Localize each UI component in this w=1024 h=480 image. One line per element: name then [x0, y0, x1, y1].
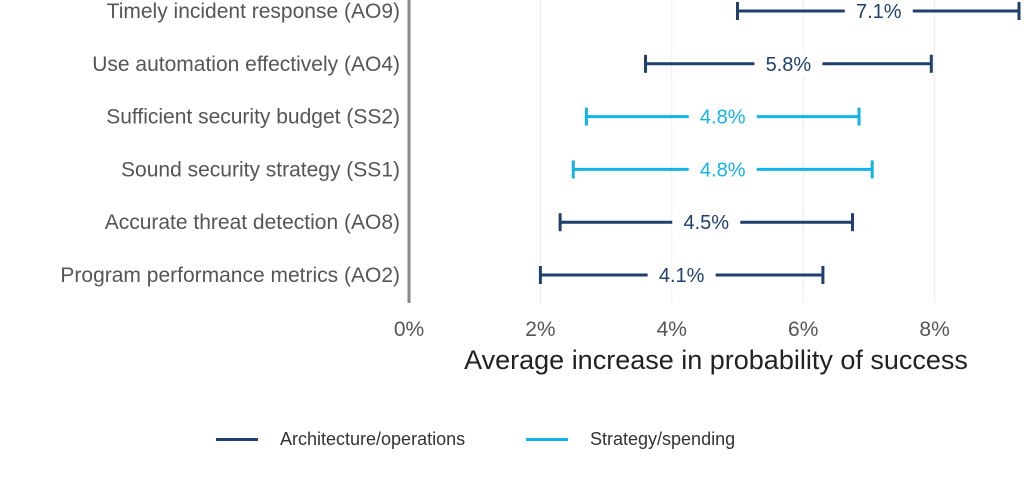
value-label-bg-3 — [688, 156, 757, 183]
value-label-bg-4 — [672, 209, 741, 236]
category-label-3: Sound security strategy (SS1) — [121, 158, 400, 181]
legend-item-strategy: Strategy/spending — [526, 424, 735, 454]
x-axis-title: Average increase in probability of succe… — [464, 345, 968, 375]
category-label-2: Sufficient security budget (SS2) — [106, 106, 400, 129]
category-label-4: Accurate threat detection (AO8) — [105, 211, 400, 234]
value-label-1: 5.8% — [766, 54, 812, 76]
value-label-0: 7.1% — [856, 1, 902, 23]
legend-swatch-strategy — [526, 437, 568, 441]
value-label-2: 4.8% — [700, 107, 746, 129]
x-tick-label-2: 4% — [657, 318, 687, 341]
value-label-bg-0 — [844, 0, 913, 24]
x-tick-label-0: 0% — [394, 318, 424, 341]
value-label-bg-5 — [647, 262, 716, 288]
category-label-5: Program performance metrics (AO2) — [60, 264, 400, 287]
x-tick-label-1: 2% — [525, 318, 555, 341]
legend-swatch-architecture — [216, 437, 258, 441]
legend-label-strategy: Strategy/spending — [590, 428, 736, 449]
legend-item-architecture: Architecture/operations — [216, 424, 465, 454]
interval-chart: 0% 2% 4% 6% 8% Average increase in probabilit… — [60, 0, 1021, 375]
category-label-1: Use automation effectively (AO4) — [92, 53, 400, 76]
value-label-bg-2 — [688, 103, 757, 130]
value-label-4: 4.5% — [683, 212, 729, 234]
x-tick-label-3: 6% — [788, 318, 818, 341]
category-label-0: Timely incident response (AO9) — [107, 0, 400, 23]
value-label-bg-1 — [754, 50, 823, 77]
legend-label-architecture: Architecture/operations — [280, 428, 466, 449]
value-label-5: 4.1% — [659, 265, 705, 287]
value-label-3: 4.8% — [700, 159, 746, 181]
legend: Architecture/operations Strategy/spendin… — [0, 424, 1024, 454]
x-tick-label-4: 8% — [919, 318, 949, 341]
